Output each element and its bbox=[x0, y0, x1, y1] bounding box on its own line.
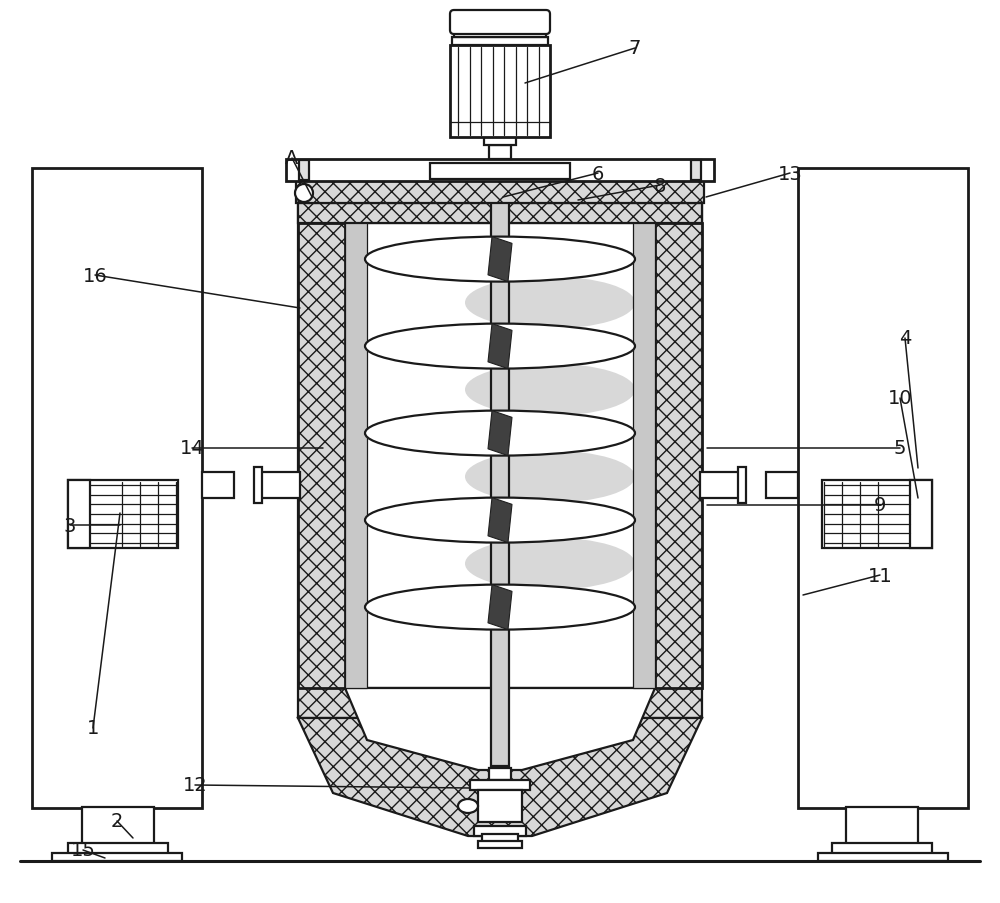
Text: 11: 11 bbox=[868, 566, 892, 585]
Bar bbox=[766, 472, 798, 498]
Bar bbox=[345, 224, 367, 688]
Bar bbox=[832, 843, 932, 855]
Bar bbox=[478, 790, 522, 822]
Ellipse shape bbox=[365, 585, 635, 630]
Bar bbox=[299, 161, 309, 181]
Bar bbox=[798, 169, 968, 808]
Bar bbox=[478, 841, 522, 848]
Bar bbox=[68, 480, 178, 548]
Ellipse shape bbox=[465, 451, 635, 503]
Bar bbox=[738, 468, 746, 504]
Bar bbox=[474, 826, 526, 836]
Text: 14: 14 bbox=[180, 439, 204, 458]
Polygon shape bbox=[488, 585, 512, 630]
Bar bbox=[298, 224, 345, 688]
Bar bbox=[491, 138, 509, 766]
Bar bbox=[68, 843, 168, 855]
Text: 2: 2 bbox=[111, 812, 123, 831]
Bar bbox=[298, 204, 702, 718]
Polygon shape bbox=[488, 237, 512, 283]
Text: A: A bbox=[285, 149, 299, 168]
Bar bbox=[286, 160, 714, 182]
Text: 12: 12 bbox=[183, 776, 207, 795]
Text: 3: 3 bbox=[64, 516, 76, 535]
Bar bbox=[430, 163, 570, 180]
Bar bbox=[470, 780, 530, 790]
Ellipse shape bbox=[465, 538, 635, 590]
Polygon shape bbox=[488, 411, 512, 456]
Ellipse shape bbox=[365, 498, 635, 543]
Bar bbox=[700, 472, 742, 498]
Text: 4: 4 bbox=[899, 329, 911, 349]
Bar bbox=[454, 31, 546, 38]
Bar bbox=[345, 224, 655, 688]
Bar bbox=[52, 853, 182, 861]
Polygon shape bbox=[488, 498, 512, 543]
Bar bbox=[691, 161, 701, 181]
Bar bbox=[633, 224, 655, 688]
Text: 10: 10 bbox=[888, 389, 912, 408]
Bar bbox=[489, 768, 511, 780]
Bar bbox=[452, 38, 548, 46]
Text: 9: 9 bbox=[874, 496, 886, 515]
Text: 13: 13 bbox=[778, 164, 802, 183]
Bar bbox=[489, 146, 511, 160]
Bar bbox=[818, 853, 948, 861]
Text: 5: 5 bbox=[894, 439, 906, 458]
Ellipse shape bbox=[365, 324, 635, 369]
Bar bbox=[254, 468, 262, 504]
Bar bbox=[450, 46, 550, 138]
Bar bbox=[822, 480, 932, 548]
Bar bbox=[655, 224, 702, 688]
Bar bbox=[258, 472, 300, 498]
Bar bbox=[32, 169, 202, 808]
Bar bbox=[82, 807, 154, 845]
Text: 6: 6 bbox=[592, 164, 604, 183]
Ellipse shape bbox=[465, 277, 635, 330]
Ellipse shape bbox=[458, 799, 478, 813]
Bar bbox=[298, 204, 702, 224]
Polygon shape bbox=[488, 324, 512, 369]
Text: 15: 15 bbox=[71, 841, 95, 860]
Bar bbox=[910, 480, 932, 548]
Ellipse shape bbox=[365, 237, 635, 283]
Bar bbox=[484, 138, 516, 146]
Bar bbox=[846, 807, 918, 845]
Circle shape bbox=[295, 185, 313, 203]
Text: 7: 7 bbox=[629, 40, 641, 59]
Text: 8: 8 bbox=[654, 176, 666, 195]
Ellipse shape bbox=[465, 364, 635, 416]
Text: 16: 16 bbox=[83, 266, 107, 285]
Ellipse shape bbox=[365, 411, 635, 456]
Text: 1: 1 bbox=[87, 719, 99, 738]
Bar bbox=[202, 472, 234, 498]
FancyBboxPatch shape bbox=[450, 11, 550, 35]
Bar bbox=[296, 182, 704, 204]
Bar bbox=[482, 834, 518, 842]
Bar bbox=[68, 480, 90, 548]
Polygon shape bbox=[345, 688, 655, 770]
Polygon shape bbox=[298, 718, 702, 836]
